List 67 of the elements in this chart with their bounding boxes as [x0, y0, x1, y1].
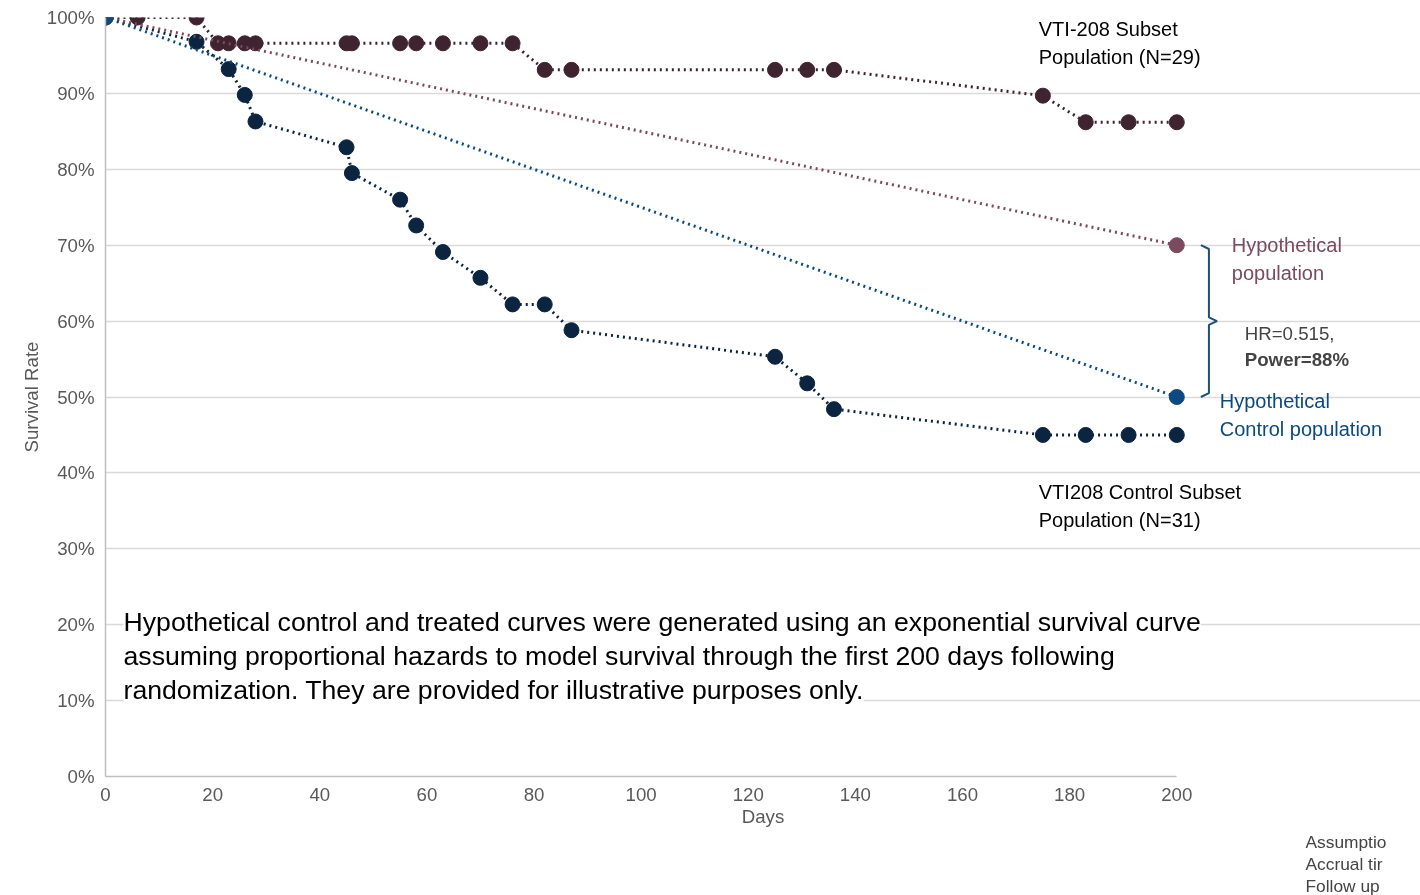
point: [408, 35, 425, 52]
y-tick-label: 90%: [57, 82, 95, 104]
x-tick-label: 120: [732, 783, 764, 805]
x-tick-label: 60: [416, 783, 438, 805]
point: [1168, 237, 1185, 254]
point: [188, 33, 205, 50]
point: [343, 165, 360, 182]
point: [504, 35, 521, 52]
y-tick-label: 80%: [57, 158, 95, 180]
point: [1034, 87, 1051, 104]
point: [392, 191, 409, 208]
point: [563, 61, 580, 78]
y-tick-label: 20%: [57, 614, 95, 636]
point: [563, 322, 580, 339]
x-tick-label: 180: [1054, 783, 1086, 805]
x-tick-label: 20: [202, 783, 224, 805]
y-tick-label: 60%: [57, 310, 95, 332]
y-tick-label: 70%: [57, 234, 95, 256]
y-tick-label: 10%: [57, 690, 95, 712]
y-tick-label: 50%: [57, 386, 95, 408]
point: [236, 86, 253, 103]
annotation: Hypothetical control and treated curves were generated using an exponential survival curve assuming proportional hazards to model survival through the first 200 days following randomization. They are provided for illustrative purposes only.: [123, 606, 1201, 705]
series-label: Hypothetical Control population: [1219, 390, 1383, 440]
point: [536, 61, 553, 78]
point: [1120, 114, 1137, 131]
point: [434, 35, 451, 52]
x-tick-label: 80: [523, 783, 545, 805]
point: [799, 375, 816, 392]
point: [825, 61, 842, 78]
point: [338, 139, 355, 156]
series-label: VTI208 Control Subset Population (N=31): [1038, 480, 1242, 531]
point: [536, 296, 553, 313]
point: [504, 296, 521, 313]
point: [825, 401, 842, 418]
y-tick-label: 30%: [57, 538, 95, 560]
text: HR=0.515, Power=88%: [1244, 323, 1350, 371]
point: [1077, 426, 1094, 443]
point: [799, 61, 816, 78]
x-tick-label: 200: [1161, 783, 1193, 805]
y-tick-label: 100%: [46, 7, 95, 28]
point: [1120, 426, 1137, 443]
x-tick-label: 160: [946, 783, 979, 805]
point: [472, 269, 489, 286]
x-tick-label: 40: [309, 783, 331, 805]
point: [220, 61, 237, 78]
point: [1077, 114, 1094, 131]
text: Hypothetical population: [1231, 234, 1342, 285]
point: [1168, 389, 1185, 405]
y-tick-label: 40%: [57, 462, 95, 484]
point: [408, 217, 425, 234]
point: [1034, 426, 1051, 443]
series-label: VTI-208 Subset Population (N=29): [1038, 18, 1201, 69]
x-tick-label: 0: [100, 783, 111, 805]
point: [767, 348, 784, 365]
point: [1168, 114, 1185, 131]
x-tick-label: 100: [625, 783, 657, 805]
point: [1168, 426, 1185, 443]
x-tick-label: 140: [839, 783, 871, 805]
x-axis-title: Days: [741, 805, 785, 827]
text: Assumptio Accrual tir Follow up: [1305, 831, 1387, 895]
y-axis-title: Survival Rate: [20, 341, 42, 453]
point: [392, 35, 409, 52]
point: [767, 61, 784, 78]
y-tick-label: 0%: [67, 766, 95, 787]
point: [472, 35, 489, 52]
point: [434, 244, 451, 261]
point: [247, 113, 264, 130]
